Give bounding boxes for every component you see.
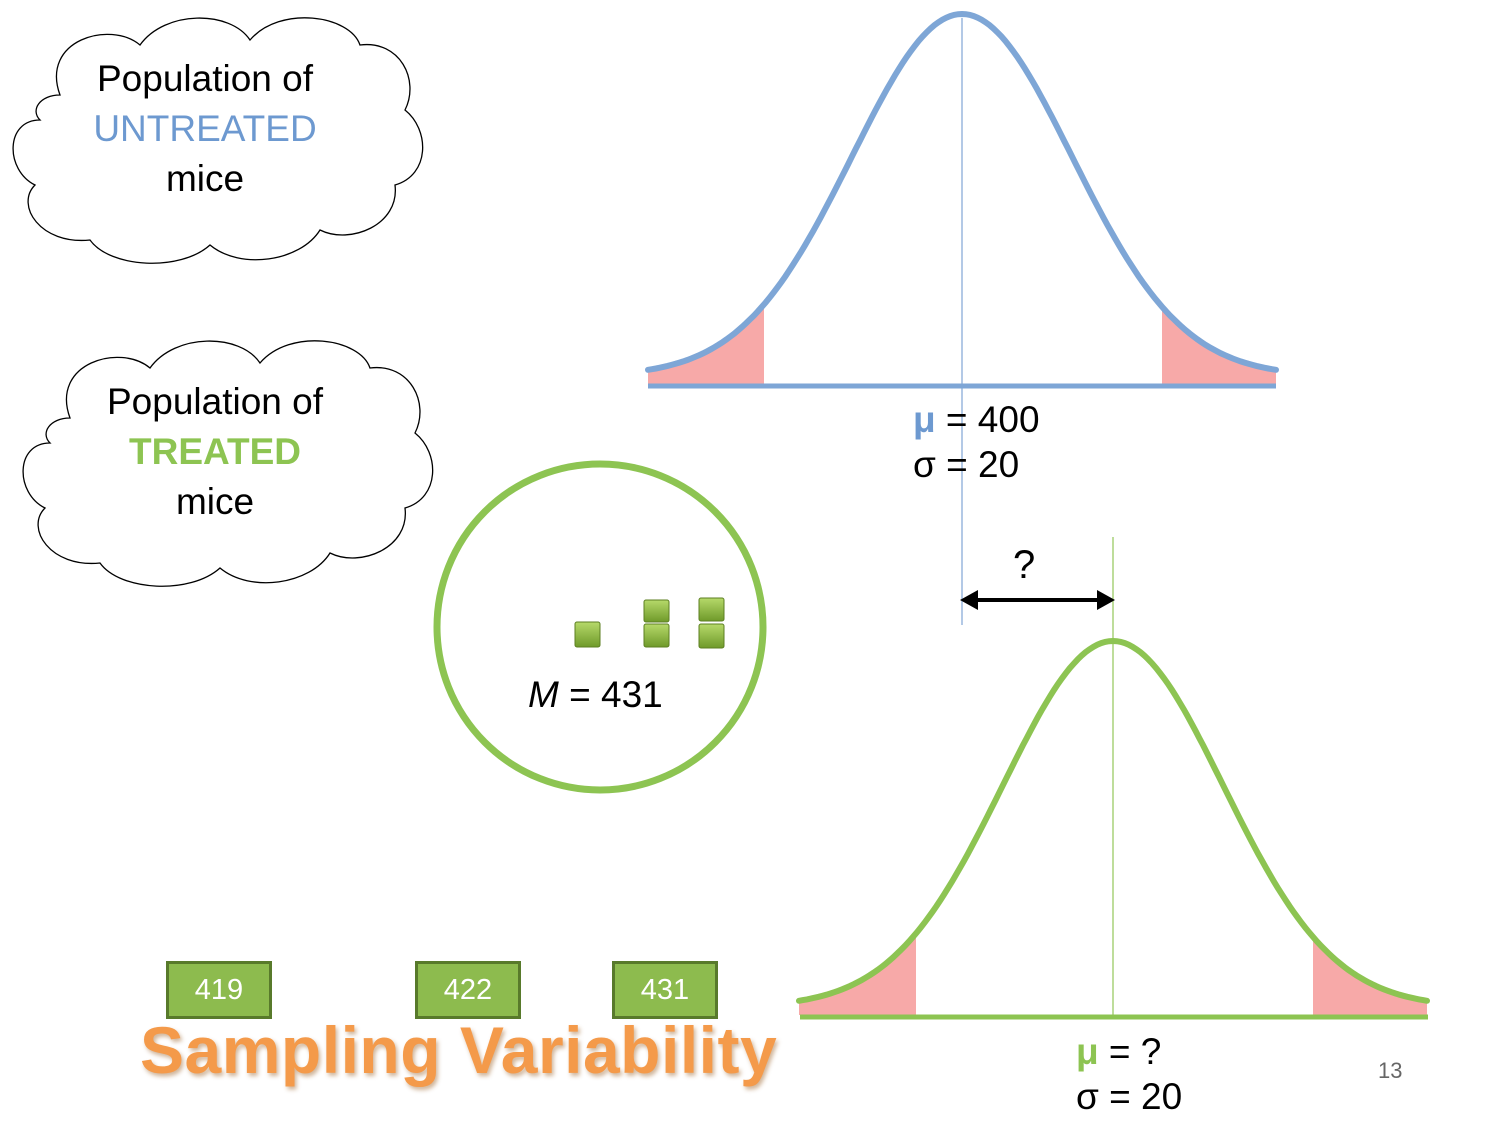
cloud-untreated-line1: Population of [96,58,313,99]
sample-cube [574,621,601,648]
sample-mean-box: 431 [612,961,718,1019]
sample-mean-label: M = 431 [528,670,663,720]
slide-title: Sampling Variability [140,1013,778,1087]
sample-cube [698,623,725,649]
cloud-treated-line1: Population of [106,381,323,422]
lower-left-tail [799,933,916,1015]
cloud-untreated-line2: UNTREATED [93,108,317,149]
sample-cubes [574,597,725,649]
treated-mu-symbol: μ [1076,1031,1099,1072]
cloud-treated-shape [22,340,434,587]
sample-mean-box: 419 [166,961,272,1019]
treated-mu-value: = ? [1098,1031,1162,1072]
sample-cube [698,597,725,622]
cloud-treated-line2: TREATED [129,431,301,472]
treated-distribution [796,537,1430,1020]
treated-sigma-label: σ = 20 [1076,1076,1183,1117]
untreated-mu-symbol: μ [913,399,936,440]
sample-mean-symbol: M [528,674,559,715]
treated-mu-label: μ = ? [1076,1027,1161,1077]
cloud-untreated-line3: mice [165,158,245,199]
page-number: 13 [1378,1058,1403,1083]
untreated-curve [645,10,1279,373]
cloud-treated-line3: mice [175,481,255,522]
sample-cube [643,599,670,623]
difference-question-label: ? [1013,543,1036,587]
untreated-distribution [645,10,1279,625]
cloud-untreated-label: Population of UNTREATED mice [60,54,350,204]
treated-curve [796,637,1430,1004]
sample-cube [643,623,670,648]
untreated-mu-value: = 400 [935,399,1040,440]
mean-difference-arrow [960,590,1115,610]
lower-right-tail [1313,936,1427,1015]
sample-mean-value: = 431 [558,674,663,715]
sample-mean-box: 422 [415,961,521,1019]
cloud-treated-label: Population of TREATED mice [70,377,360,527]
untreated-mu-label: μ = 400 [913,395,1040,445]
cloud-untreated-shape [12,17,424,264]
upper-right-tail [1162,306,1276,384]
untreated-sigma-label: σ = 20 [913,444,1020,485]
upper-left-tail [648,304,764,384]
